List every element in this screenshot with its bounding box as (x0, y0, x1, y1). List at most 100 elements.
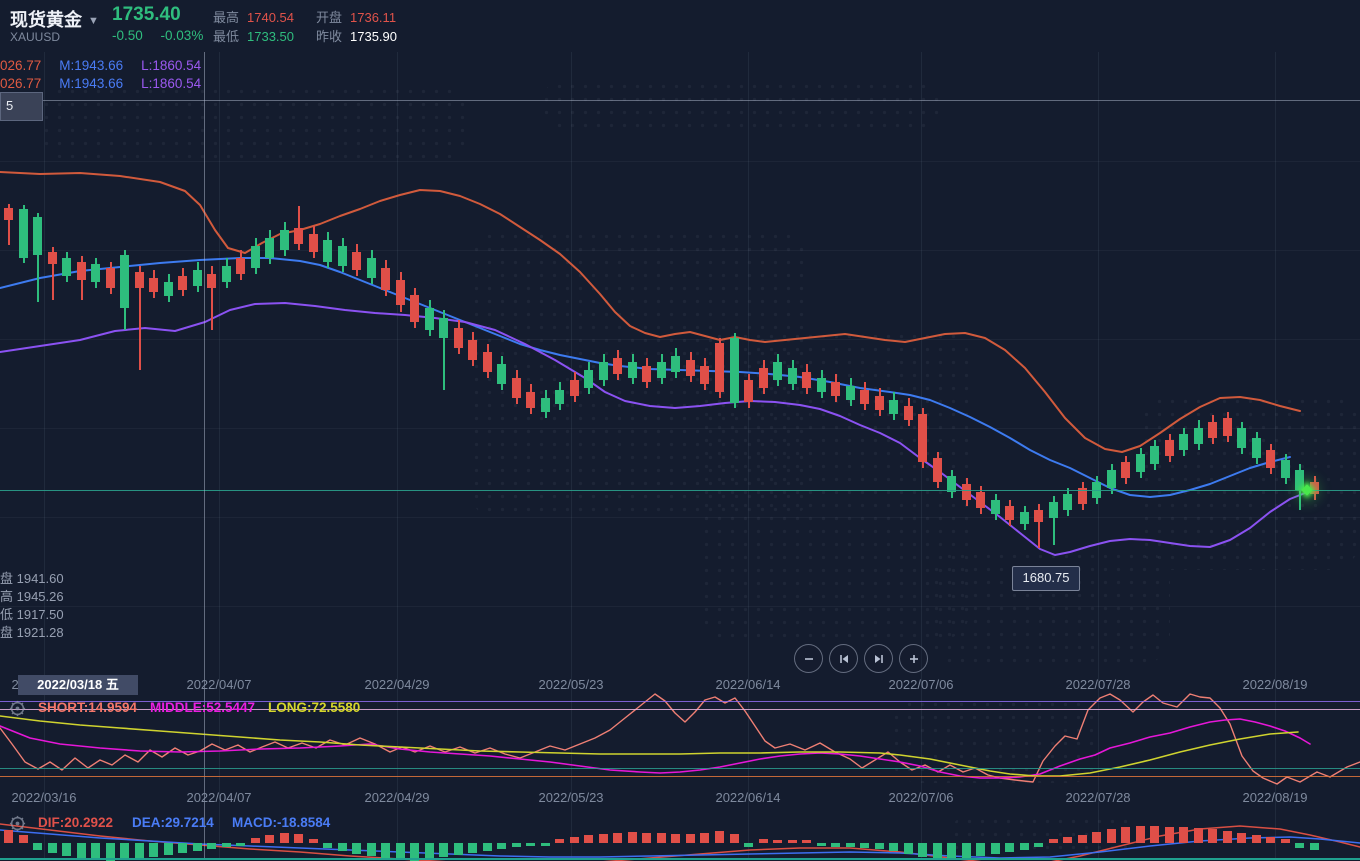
candlestick[interactable] (352, 252, 361, 270)
candlestick[interactable] (875, 396, 884, 410)
candlestick[interactable] (1281, 460, 1290, 478)
candlestick[interactable] (918, 414, 927, 462)
candlestick[interactable] (1078, 488, 1087, 504)
candlestick[interactable] (4, 208, 13, 220)
candlestick[interactable] (1266, 450, 1275, 468)
date-axis-label: 2022/08/19 (1242, 677, 1308, 692)
symbol-name[interactable]: 现货黄金 ▼ (10, 10, 99, 30)
indicator-hline (0, 709, 1360, 711)
candlestick[interactable] (1165, 440, 1174, 456)
candlestick[interactable] (193, 270, 202, 286)
candlestick[interactable] (149, 278, 158, 292)
candlestick[interactable] (338, 246, 347, 266)
indicator-settings[interactable] (8, 699, 27, 723)
candlestick[interactable] (773, 362, 782, 380)
zoom-out-button[interactable] (794, 644, 823, 673)
candlestick[interactable] (1237, 428, 1246, 448)
candlestick[interactable] (1194, 428, 1203, 444)
candlestick[interactable] (381, 268, 390, 290)
candlestick[interactable] (1179, 434, 1188, 450)
candlestick[interactable] (570, 380, 579, 396)
candlestick[interactable] (396, 280, 405, 305)
candlestick[interactable] (584, 370, 593, 388)
candlestick[interactable] (555, 390, 564, 404)
candlestick[interactable] (933, 458, 942, 482)
candlestick[interactable] (657, 362, 666, 378)
candlestick[interactable] (106, 268, 115, 288)
candlestick[interactable] (947, 476, 956, 492)
candlestick[interactable] (686, 360, 695, 376)
candlestick[interactable] (164, 282, 173, 296)
candlestick[interactable] (1034, 510, 1043, 522)
candlestick[interactable] (468, 340, 477, 360)
candlestick[interactable] (889, 400, 898, 414)
candlestick[interactable] (817, 378, 826, 392)
candlestick[interactable] (1310, 482, 1319, 494)
candlestick[interactable] (1252, 438, 1261, 458)
candlestick[interactable] (991, 500, 1000, 514)
candlestick[interactable] (222, 266, 231, 282)
candlestick[interactable] (671, 356, 680, 372)
candlestick[interactable] (1223, 418, 1232, 436)
candlestick[interactable] (309, 234, 318, 252)
candlestick[interactable] (410, 295, 419, 322)
candlestick[interactable] (700, 366, 709, 384)
candlestick[interactable] (62, 258, 71, 276)
candlestick[interactable] (628, 362, 637, 378)
candlestick[interactable] (744, 380, 753, 402)
candlestick[interactable] (236, 258, 245, 274)
candlestick[interactable] (642, 366, 651, 382)
candlestick[interactable] (425, 308, 434, 330)
candlestick[interactable] (759, 368, 768, 388)
candlestick[interactable] (483, 352, 492, 372)
candlestick[interactable] (367, 258, 376, 278)
candlestick[interactable] (831, 382, 840, 396)
symbol-code: XAUUSD (10, 30, 61, 44)
zoom-in-button[interactable] (899, 644, 928, 673)
candlestick[interactable] (962, 484, 971, 500)
candlestick[interactable] (48, 252, 57, 264)
candlestick[interactable] (846, 386, 855, 400)
candlestick[interactable] (294, 228, 303, 244)
macd-settings[interactable] (8, 814, 27, 838)
candlestick[interactable] (207, 274, 216, 288)
candlestick[interactable] (613, 358, 622, 374)
candlestick[interactable] (1063, 494, 1072, 510)
candlestick[interactable] (802, 372, 811, 388)
candlestick[interactable] (497, 364, 506, 384)
candlestick[interactable] (323, 240, 332, 262)
candlestick[interactable] (178, 276, 187, 290)
candlestick[interactable] (976, 492, 985, 508)
candlestick[interactable] (1208, 422, 1217, 438)
candlestick[interactable] (1020, 512, 1029, 524)
candlestick[interactable] (512, 378, 521, 398)
candlestick[interactable] (1295, 470, 1304, 490)
candlestick[interactable] (1136, 454, 1145, 472)
candlestick[interactable] (19, 209, 28, 258)
candlestick[interactable] (541, 398, 550, 412)
candlestick[interactable] (77, 262, 86, 280)
candlestick[interactable] (91, 264, 100, 282)
candlestick[interactable] (454, 328, 463, 348)
skip-to-start-button[interactable] (829, 644, 858, 673)
candlestick[interactable] (860, 390, 869, 404)
skip-to-end-button[interactable] (864, 644, 893, 673)
candlestick[interactable] (1121, 462, 1130, 478)
candlestick[interactable] (135, 272, 144, 288)
candlestick[interactable] (1049, 502, 1058, 518)
candlestick[interactable] (439, 318, 448, 338)
candlestick[interactable] (265, 238, 274, 258)
candlestick[interactable] (280, 230, 289, 250)
candlestick[interactable] (599, 362, 608, 380)
candlestick[interactable] (120, 255, 129, 308)
candlestick[interactable] (788, 368, 797, 384)
candlestick[interactable] (715, 343, 724, 392)
candlestick[interactable] (251, 246, 260, 268)
candlestick[interactable] (1107, 470, 1116, 488)
candlestick[interactable] (1150, 446, 1159, 464)
candlestick[interactable] (526, 392, 535, 408)
candlestick[interactable] (904, 406, 913, 420)
candlestick[interactable] (1005, 506, 1014, 520)
candlestick[interactable] (33, 217, 42, 255)
candlestick[interactable] (730, 338, 739, 403)
